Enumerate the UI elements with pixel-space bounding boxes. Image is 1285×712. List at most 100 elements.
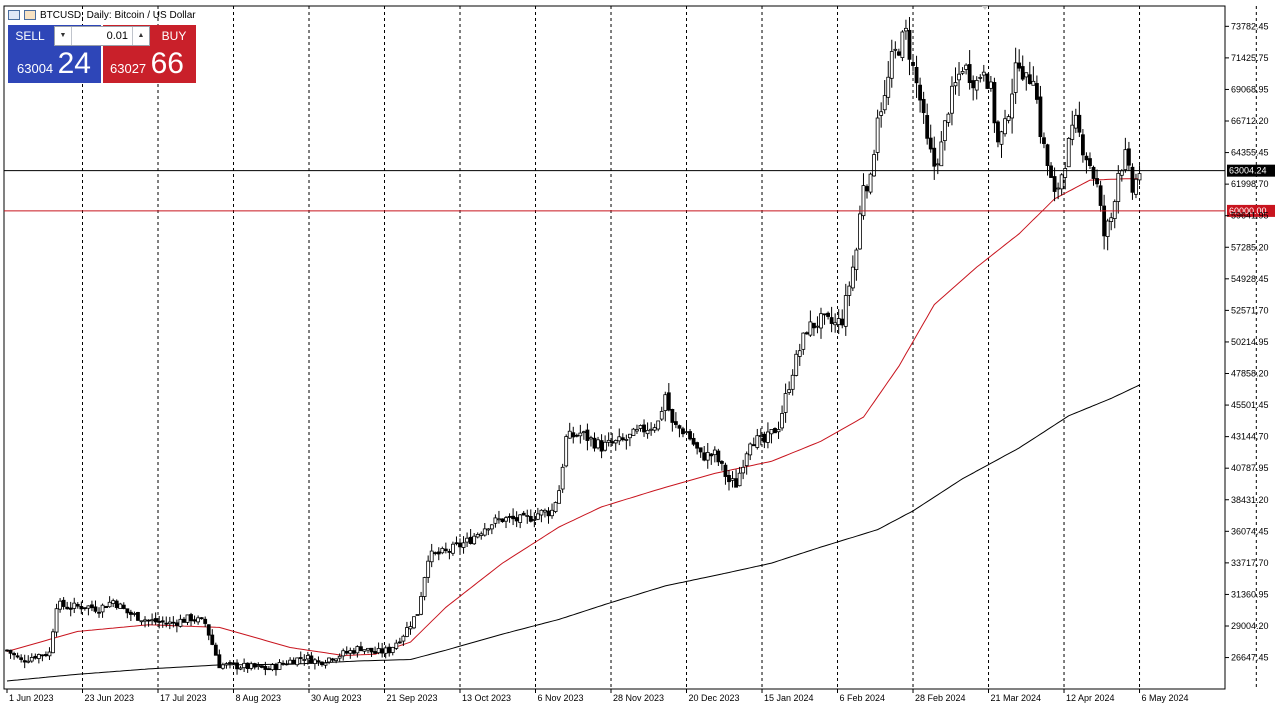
sell-price[interactable]: 63004 24	[17, 49, 91, 79]
candle-body	[380, 648, 385, 654]
candle-body	[847, 285, 852, 296]
candle-body	[1112, 201, 1117, 219]
candle-body	[1116, 173, 1121, 202]
candle-body	[1059, 174, 1064, 190]
candle-body	[426, 560, 431, 578]
candle-body	[394, 642, 399, 649]
candle-body	[266, 668, 271, 671]
candle-body	[872, 154, 876, 177]
candle-body	[447, 550, 452, 553]
lot-size-stepper[interactable]: ▼ 0.01 ▲	[54, 26, 150, 46]
candle-body	[1123, 149, 1128, 171]
candle-body	[355, 646, 360, 654]
candle-body	[182, 618, 186, 623]
time-tick-label: 12 Apr 2024	[1066, 693, 1115, 703]
candle-body	[337, 655, 342, 659]
symbol-window-icon[interactable]	[24, 10, 36, 20]
time-axis[interactable]: 1 Jun 2023 23 Jun 2023 17 Jul 2023 8 Aug 20…	[6, 689, 1189, 703]
candle-body	[638, 425, 643, 429]
candle-body	[712, 449, 717, 456]
chart-plot-area[interactable]	[3, 5, 1226, 690]
candle-body	[401, 635, 406, 642]
menu-icon[interactable]	[8, 10, 20, 20]
candle-body	[167, 621, 172, 625]
candle-body	[1073, 114, 1078, 129]
candle-body	[992, 82, 997, 124]
lot-dropdown-icon[interactable]: ▼	[55, 27, 72, 45]
candle-body	[939, 141, 944, 167]
candle-body	[51, 631, 55, 654]
candle-body	[571, 432, 576, 438]
candle-body	[525, 515, 530, 517]
candle-body	[741, 466, 746, 474]
candle-body	[702, 452, 707, 461]
price-level-lines[interactable]: 63004.24 60000.00	[4, 164, 1275, 217]
buy-button[interactable]: BUY	[161, 29, 187, 43]
candle-body	[125, 608, 130, 614]
candle-body	[819, 313, 823, 329]
candle-body	[599, 440, 604, 452]
candle-body	[1119, 170, 1124, 176]
price-tick-label: 26647.45	[1231, 653, 1269, 663]
candle-body	[199, 617, 204, 620]
candle-body	[75, 604, 80, 607]
candle-body	[433, 552, 438, 554]
candle-body	[812, 322, 816, 329]
candle-body	[40, 654, 45, 657]
candle-body	[999, 131, 1004, 145]
candle-body	[507, 516, 512, 518]
buy-price[interactable]: 63027 66	[110, 49, 184, 79]
candle-body	[387, 646, 392, 654]
candle-body	[567, 430, 572, 439]
price-axis[interactable]: 73782.45 71425.75 69068.95 66712.20 64355.45…	[1225, 21, 1269, 663]
candle-body	[787, 389, 792, 393]
candle-body	[19, 657, 24, 660]
candle-body	[766, 431, 770, 443]
candle-body	[904, 27, 908, 32]
candle-body	[228, 662, 232, 664]
candle-body	[1013, 62, 1018, 93]
candle-body	[143, 619, 147, 622]
time-tick-label: 8 Aug 2023	[236, 693, 282, 703]
candle-body	[489, 524, 494, 530]
candle-body	[415, 614, 420, 616]
sell-button[interactable]: SELL	[15, 29, 45, 43]
candle-body	[921, 98, 926, 114]
candle-body	[627, 433, 632, 439]
candle-body	[242, 662, 247, 669]
candle-body	[631, 428, 636, 436]
candle-body	[362, 649, 367, 652]
candle-body	[635, 429, 639, 432]
candle-body	[723, 464, 728, 477]
candle-body	[316, 660, 321, 663]
lot-increase-icon[interactable]: ▲	[132, 27, 149, 45]
candle-body	[734, 478, 738, 488]
price-tick-label: 45501.45	[1231, 400, 1269, 410]
price-tick-label: 73782.45	[1231, 21, 1269, 31]
candle-body	[475, 534, 480, 538]
price-tick-label: 59641.95	[1231, 211, 1269, 221]
candle-body	[840, 318, 845, 326]
candle-body	[65, 606, 70, 610]
candle-body	[865, 186, 869, 192]
candle-body	[1130, 166, 1135, 193]
candle-body	[213, 644, 218, 656]
candle-body	[858, 213, 862, 250]
candle-body	[12, 653, 16, 656]
chart-shift-marker-icon[interactable]	[982, 6, 988, 10]
time-tick-label: 28 Feb 2024	[915, 693, 966, 703]
candle-body	[196, 617, 201, 623]
candle-body	[716, 450, 721, 463]
candle-body	[107, 601, 112, 608]
candle-body	[153, 618, 158, 623]
time-tick-label: 13 Oct 2023	[462, 693, 511, 703]
candle-body	[5, 649, 9, 652]
candle-body	[521, 512, 526, 516]
candle-body	[833, 322, 838, 326]
candle-body	[1070, 124, 1075, 140]
candle-body	[203, 618, 208, 624]
lot-size-input[interactable]: 0.01	[106, 30, 128, 42]
candle-body	[578, 432, 583, 437]
candle-body	[29, 657, 34, 662]
